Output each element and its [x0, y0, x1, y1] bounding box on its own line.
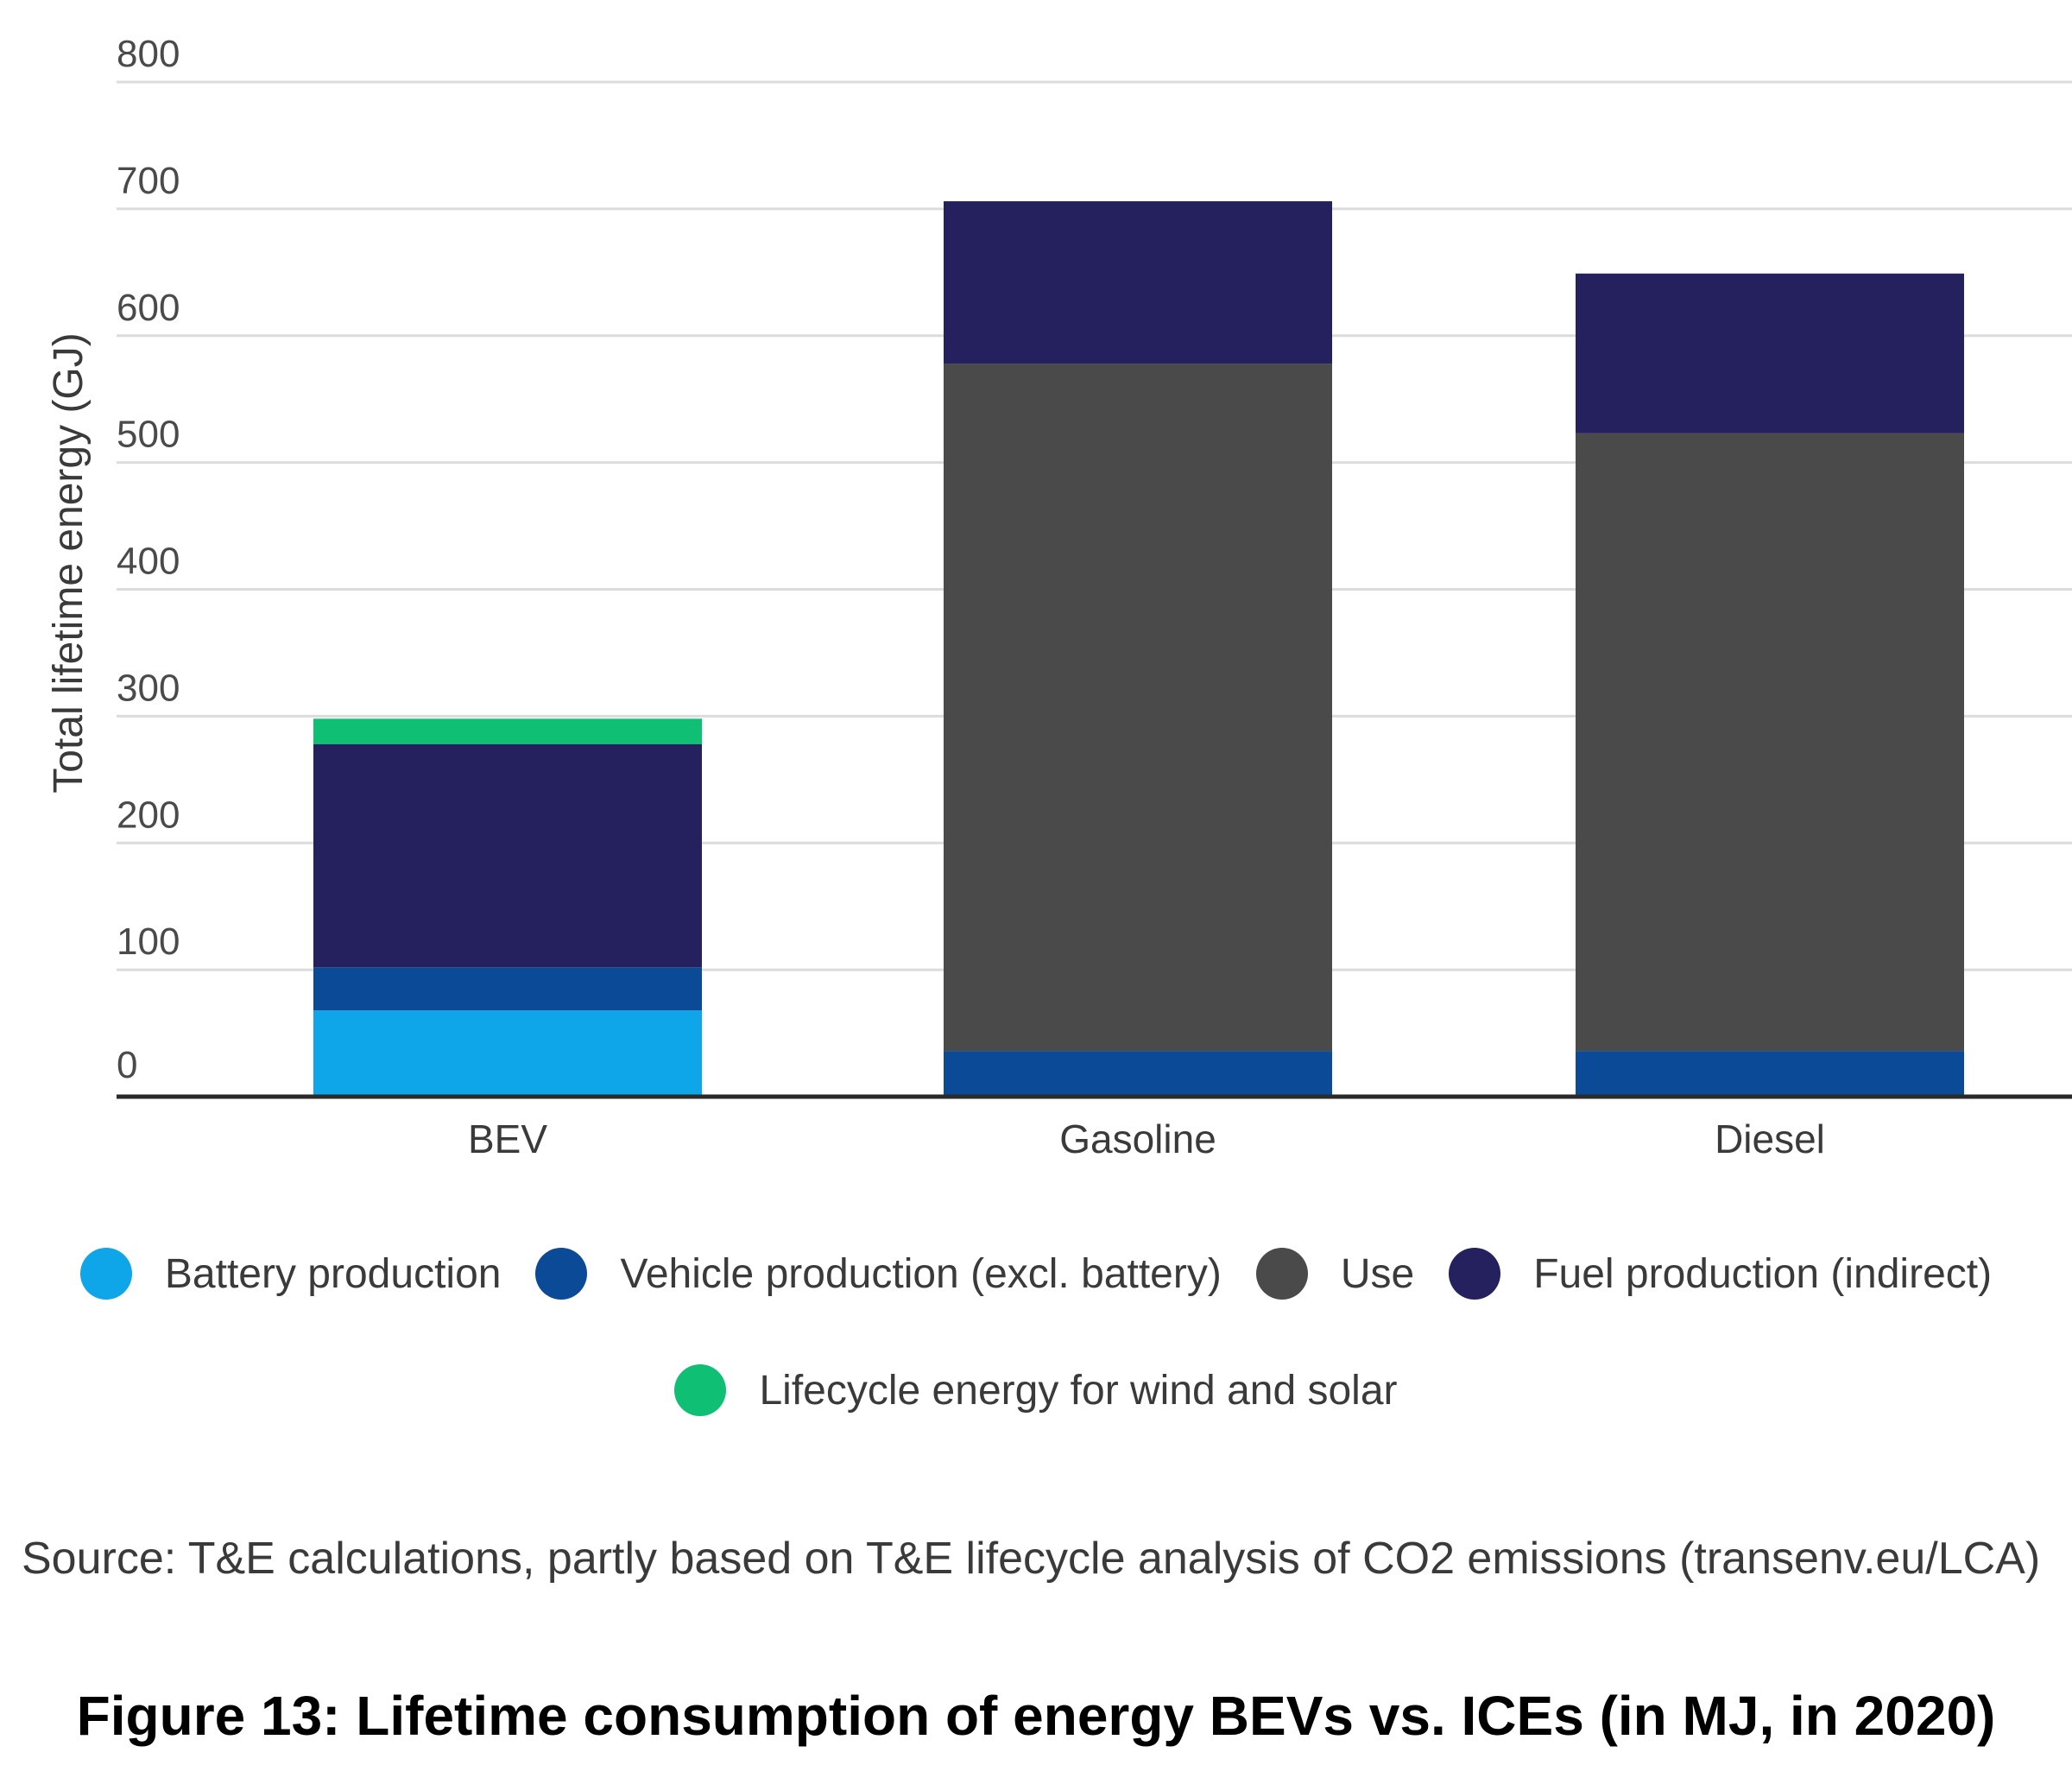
legend-item-vehicle-production: Vehicle production (excl. battery): [535, 1248, 1222, 1300]
legend-row-2: Lifecycle energy for wind and solar: [0, 1364, 2072, 1416]
source-note: Source: T&E calculations, partly based o…: [22, 1534, 2041, 1584]
x-tick-label: BEV: [468, 1117, 547, 1161]
y-axis-label: Total lifetime energy (GJ): [46, 332, 92, 794]
bar-segment: [313, 967, 702, 1011]
bar-segment: [944, 364, 1332, 1052]
y-axis-ticks: 0 100 200 300 400 500 600 700 800: [117, 33, 180, 1086]
legend-label: Lifecycle energy for wind and solar: [759, 1367, 1398, 1414]
stacked-bar-chart: 0 100 200 300 400 500 600 700 800 BEV Gasoline Die…: [46, 33, 2072, 1161]
bar-segment: [944, 201, 1332, 364]
legend-item-battery-production: Battery production: [79, 1248, 502, 1300]
legend-label: Vehicle production (excl. battery): [620, 1250, 1222, 1297]
y-tick-label: 300: [117, 667, 180, 709]
bar-segment: [1576, 273, 1964, 433]
y-tick-label: 700: [117, 160, 180, 202]
legend-item-use: Use: [1255, 1248, 1415, 1300]
bar-segment: [944, 1051, 1332, 1097]
y-tick-label: 200: [117, 794, 180, 836]
bar-segment: [313, 1010, 702, 1097]
y-tick-label: 500: [117, 414, 180, 456]
y-tick-label: 400: [117, 541, 180, 583]
bar-segment: [313, 718, 702, 744]
legend-item-lifecycle-energy: Lifecycle energy for wind and solar: [674, 1364, 1398, 1416]
bar-segment: [313, 743, 702, 968]
x-axis-ticks: BEV Gasoline Diesel: [468, 1117, 1825, 1161]
y-tick-label: 100: [117, 920, 180, 963]
figure-caption: Figure 13: Lifetime consumption of energ…: [76, 1685, 1996, 1747]
bar-segment: [1576, 433, 1964, 1052]
y-tick-label: 800: [117, 33, 180, 75]
legend-label: Use: [1340, 1250, 1415, 1297]
legend-swatch: [674, 1364, 727, 1416]
x-tick-label: Gasoline: [1059, 1117, 1216, 1161]
legend-label: Fuel production (indirect): [1533, 1250, 1993, 1297]
y-tick-label: 0: [117, 1044, 137, 1086]
legend-swatch: [535, 1248, 588, 1300]
legend-item-fuel-production: Fuel production (indirect): [1449, 1248, 1992, 1300]
bars: [313, 201, 1964, 1097]
legend-swatch: [79, 1248, 132, 1300]
legend-row-1: Battery production Vehicle production (e…: [0, 1248, 2072, 1300]
legend-swatch: [1255, 1248, 1308, 1300]
legend-label: Battery production: [164, 1250, 502, 1297]
bar-segment: [1576, 1051, 1964, 1097]
y-tick-label: 600: [117, 287, 180, 329]
x-tick-label: Diesel: [1715, 1117, 1825, 1161]
legend-swatch: [1449, 1248, 1501, 1300]
